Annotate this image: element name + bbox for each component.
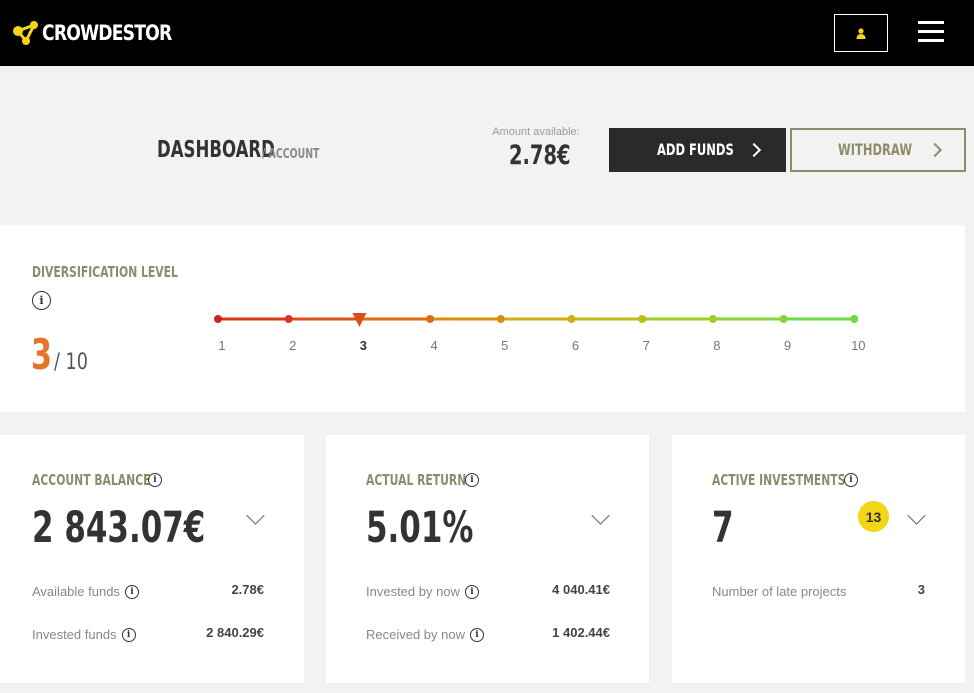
page-title: DASHBOARD (157, 137, 275, 163)
account-balance-value: 2 843.07€ (32, 503, 206, 553)
scale-tick-label: 9 (784, 338, 791, 353)
scale-dot (426, 315, 435, 323)
available-funds-value: 2.78€ (231, 582, 264, 597)
actual-return-card: ACTUAL RETURN i 5.01% Invested by now i 4… (326, 435, 649, 683)
invested-by-now-label: Invested by now i (366, 584, 479, 599)
current-level-marker (352, 313, 367, 327)
actual-return-title: ACTUAL RETURN i (366, 471, 505, 489)
info-icon[interactable]: i (148, 473, 162, 487)
received-by-now-label: Received by now i (366, 627, 484, 642)
diversification-title: DIVERSIFICATION LEVEL (32, 263, 178, 281)
scale-dot (779, 315, 788, 323)
top-navbar: CROWDESTOR (0, 0, 974, 66)
withdraw-label: WITHDRAW (838, 140, 913, 159)
hamburger-icon (918, 21, 944, 24)
info-icon[interactable]: i (121, 627, 136, 642)
scale-tick-label: 1 (218, 338, 225, 353)
active-investments-card: ACTIVE INVESTMENTS i 7 13 Number of late… (672, 435, 965, 683)
invested-by-now-value: 4 040.41€ (552, 582, 610, 597)
info-icon[interactable]: i (32, 291, 51, 310)
chevron-down-icon[interactable] (907, 506, 926, 525)
scale-dot (284, 315, 293, 323)
invested-funds-value: 2 840.29€ (206, 625, 264, 640)
hamburger-menu-button[interactable] (918, 21, 944, 43)
scale-tick-label: 5 (501, 338, 508, 353)
scale-tick-label: 10 (851, 338, 865, 353)
invested-funds-label: Invested funds i (32, 627, 136, 642)
info-icon[interactable]: i (464, 584, 479, 599)
info-icon[interactable]: i (470, 627, 484, 642)
available-funds-label: Available funds i (32, 584, 139, 599)
chevron-right-icon (927, 142, 943, 158)
user-icon (856, 27, 866, 39)
diversification-scale: 1 2 3 4 5 6 7 8 9 10 (214, 313, 866, 353)
scale-dot (567, 315, 576, 323)
diversification-card: DIVERSIFICATION LEVEL i 3 / 10 1 2 3 4 5 6 7 8 9… (0, 225, 965, 412)
page-title-area: DASHBOARD / ACCOUNT (157, 137, 321, 163)
active-investments-value: 7 (712, 503, 734, 553)
scale-dot (708, 315, 717, 323)
account-balance-title: ACCOUNT BALANCE i (32, 471, 197, 489)
scale-dot (850, 315, 859, 323)
info-icon[interactable]: i (844, 473, 858, 487)
late-projects-value: 3 (917, 582, 925, 597)
chevron-down-icon[interactable] (246, 506, 265, 525)
diversification-level-max: / 10 (54, 350, 88, 375)
info-icon[interactable]: i (465, 473, 479, 487)
scale-tick-label: 7 (643, 338, 650, 353)
scale-tick-label: 4 (430, 338, 437, 353)
late-projects-badge[interactable]: 13 (858, 501, 889, 532)
add-funds-button[interactable]: ADD FUNDS (609, 128, 786, 172)
scale-tick-label: 8 (713, 338, 720, 353)
logo-text: CROWDESTOR (42, 21, 172, 45)
breadcrumb[interactable]: / ACCOUNT (262, 147, 320, 162)
crowdestor-logo[interactable]: CROWDESTOR (12, 20, 200, 46)
diversification-level-value: 3 (31, 330, 53, 379)
scale-tick-label: 3 (360, 338, 367, 353)
withdraw-button[interactable]: WITHDRAW (790, 128, 966, 172)
late-projects-label: Number of late projects (712, 584, 847, 599)
info-icon[interactable]: i (124, 584, 139, 599)
chevron-right-icon (746, 142, 762, 158)
scale-dot (496, 315, 505, 323)
chevron-down-icon[interactable] (591, 506, 610, 525)
amount-available-value: 2.78€ (509, 140, 571, 171)
scale-dot (638, 315, 647, 323)
scale-tick-label: 6 (572, 338, 579, 353)
add-funds-label: ADD FUNDS (657, 140, 734, 159)
amount-available-label: Amount available: (492, 126, 580, 138)
received-by-now-value: 1 402.44€ (552, 625, 610, 640)
scale-dot (214, 315, 222, 323)
actual-return-value: 5.01% (366, 503, 474, 553)
user-account-button[interactable] (834, 14, 888, 52)
active-investments-title: ACTIVE INVESTMENTS i (712, 471, 897, 489)
account-balance-card: ACCOUNT BALANCE i 2 843.07€ Available fu… (0, 435, 304, 683)
logo-icon (13, 21, 38, 45)
amount-available: Amount available: 2.78€ (486, 126, 586, 171)
scale-tick-label: 2 (289, 338, 296, 353)
